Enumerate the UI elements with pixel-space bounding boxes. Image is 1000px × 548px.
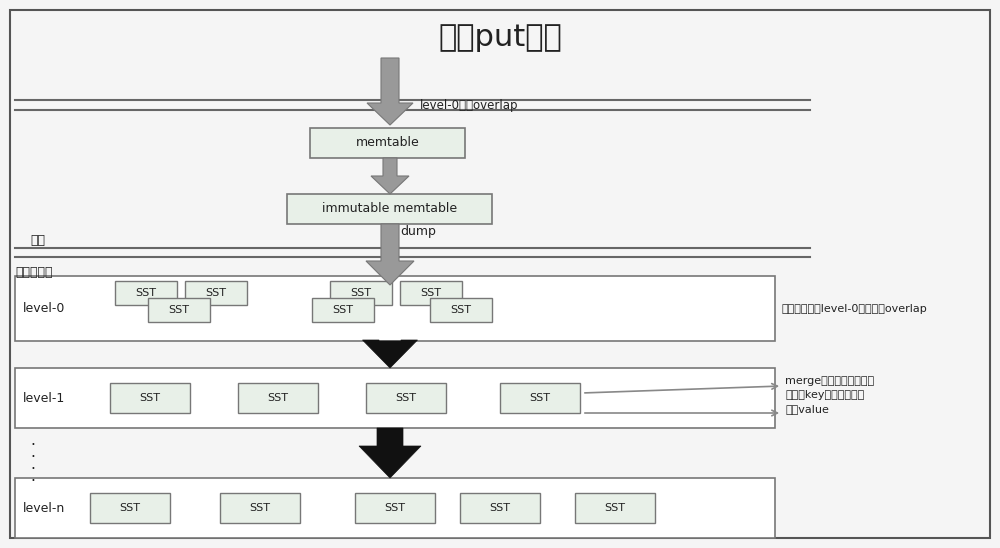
Text: SST: SST xyxy=(351,288,372,298)
Text: SST: SST xyxy=(140,393,160,403)
Bar xyxy=(15,368,775,428)
Text: ·: · xyxy=(30,462,35,477)
Polygon shape xyxy=(359,428,421,478)
Polygon shape xyxy=(366,224,414,285)
Bar xyxy=(185,281,247,305)
Text: level-0会有overlap: level-0会有overlap xyxy=(420,99,518,111)
Text: SST: SST xyxy=(396,393,416,403)
Text: level-1: level-1 xyxy=(23,391,65,404)
Text: 某些实现中，level-0可能会有overlap: 某些实现中，level-0可能会有overlap xyxy=(782,304,928,313)
Text: ·: · xyxy=(30,474,35,489)
Text: 本的value: 本的value xyxy=(785,404,829,414)
Bar xyxy=(400,281,462,305)
Text: merge过程：删除旧版本: merge过程：删除旧版本 xyxy=(785,376,874,386)
Text: ·: · xyxy=(30,450,35,465)
Bar xyxy=(287,194,492,224)
Text: dump: dump xyxy=(400,225,436,238)
Polygon shape xyxy=(371,158,409,194)
Text: SST: SST xyxy=(490,503,511,513)
Text: 持久化设备: 持久化设备 xyxy=(15,266,52,279)
Text: SST: SST xyxy=(136,288,156,298)
Text: 内存: 内存 xyxy=(30,233,45,247)
Bar xyxy=(90,493,170,523)
Text: SST: SST xyxy=(268,393,288,403)
Polygon shape xyxy=(362,340,418,368)
Bar xyxy=(355,493,435,523)
Bar xyxy=(310,128,465,158)
Text: SST: SST xyxy=(332,305,354,315)
Text: memtable: memtable xyxy=(356,136,419,150)
Bar xyxy=(15,478,775,538)
Bar xyxy=(366,383,446,413)
Text: ·: · xyxy=(30,438,35,453)
Text: level-n: level-n xyxy=(23,501,65,515)
Text: 重复的key，保留最新版: 重复的key，保留最新版 xyxy=(785,390,864,400)
Bar xyxy=(115,281,177,305)
Text: SST: SST xyxy=(530,393,550,403)
Bar xyxy=(220,493,300,523)
Bar xyxy=(110,383,190,413)
Bar xyxy=(575,493,655,523)
Text: SST: SST xyxy=(168,305,190,315)
Bar xyxy=(460,493,540,523)
Text: SST: SST xyxy=(604,503,626,513)
Text: SST: SST xyxy=(384,503,406,513)
Bar xyxy=(500,383,580,413)
Bar xyxy=(330,281,392,305)
Bar xyxy=(148,298,210,322)
Bar xyxy=(238,383,318,413)
Bar xyxy=(15,276,775,341)
Bar xyxy=(312,298,374,322)
Text: 用户put操作: 用户put操作 xyxy=(438,24,562,53)
Text: SST: SST xyxy=(450,305,472,315)
Text: SST: SST xyxy=(206,288,226,298)
Text: level-0: level-0 xyxy=(23,302,65,315)
Text: immutable memtable: immutable memtable xyxy=(322,203,457,215)
Text: SST: SST xyxy=(250,503,270,513)
Polygon shape xyxy=(367,58,413,125)
Text: SST: SST xyxy=(120,503,140,513)
Bar xyxy=(430,298,492,322)
Text: SST: SST xyxy=(420,288,442,298)
